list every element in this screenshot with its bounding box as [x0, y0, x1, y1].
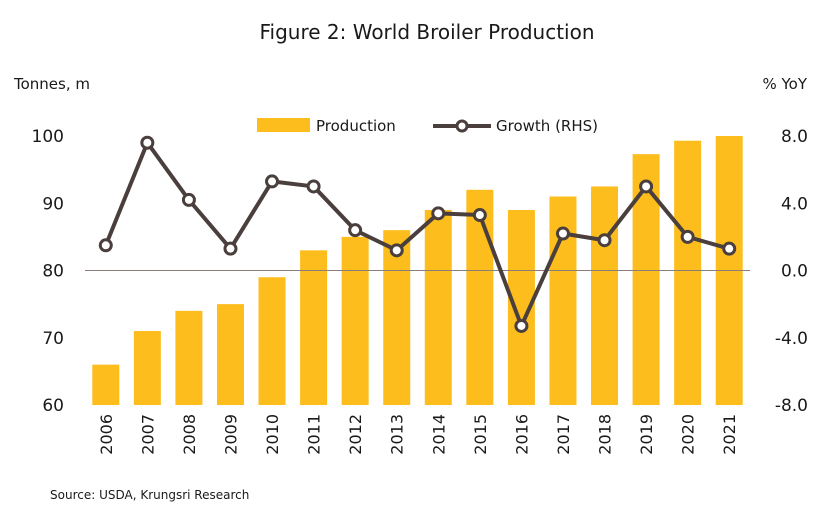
growth-point-2017 [555, 226, 570, 241]
x-tick-label: 2021 [720, 414, 739, 455]
legend-growth-label: Growth (RHS) [496, 117, 598, 135]
legend-growth-marker [455, 119, 469, 133]
growth-point-2016 [514, 318, 529, 333]
growth-point-2011 [306, 179, 321, 194]
growth-point-2010 [265, 174, 280, 189]
y-right-tick-label: 0.0 [781, 262, 808, 282]
y-right-tick-label: 4.0 [781, 194, 808, 214]
y-left-tick-label: 60 [42, 396, 64, 416]
y-left-tick-label: 70 [42, 329, 64, 349]
bar-2020 [674, 140, 702, 405]
x-tick-label: 2014 [429, 414, 448, 455]
growth-point-2006 [98, 238, 113, 253]
x-ticks: 2006 2007 2008 2009 2010 2011 2012 2013 2014 2015… [97, 414, 739, 455]
bar-2006 [92, 364, 120, 405]
legend-production-swatch [257, 118, 310, 132]
bar-2011 [300, 250, 328, 405]
growth-point-2008 [181, 192, 196, 207]
x-tick-label: 2015 [471, 414, 490, 455]
growth-point-2015 [472, 208, 487, 223]
y-right-axis-label: % YoY [762, 75, 807, 93]
y-right-tick-label: -4.0 [775, 329, 808, 349]
x-tick-label: 2008 [180, 414, 199, 455]
growth-point-2012 [348, 223, 363, 238]
bar-2014 [424, 209, 452, 405]
bar-2010 [258, 277, 286, 405]
growth-point-2019 [639, 179, 654, 194]
x-tick-label: 2010 [263, 414, 282, 455]
bar-2013 [383, 230, 411, 405]
bar-2015 [466, 189, 494, 405]
y-left-ticks: 60 70 80 90 100 [32, 127, 64, 416]
growth-point-2013 [389, 243, 404, 258]
growth-point-2018 [597, 233, 612, 248]
y-left-tick-label: 90 [42, 194, 64, 214]
x-tick-label: 2019 [637, 414, 656, 455]
growth-point-2007 [140, 135, 155, 150]
x-tick-label: 2013 [388, 414, 407, 455]
y-left-tick-label: 100 [32, 127, 64, 147]
growth-line-path [103, 140, 730, 328]
x-tick-label: 2009 [221, 414, 240, 455]
chart-title: Figure 2: World Broiler Production [259, 20, 594, 44]
x-tick-label: 2016 [512, 414, 531, 455]
x-tick-label: 2007 [138, 414, 157, 455]
source-note: Source: USDA, Krungsri Research [50, 488, 249, 502]
bar-2009 [216, 304, 244, 405]
bar-2012 [341, 236, 369, 405]
bar-2018 [591, 186, 619, 405]
growth-point-2009 [223, 241, 238, 256]
growth-line [98, 135, 737, 333]
y-left-tick-label: 80 [42, 262, 64, 282]
x-tick-label: 2020 [679, 414, 698, 455]
y-left-axis-label: Tonnes, m [13, 75, 90, 93]
production-bars [92, 136, 743, 405]
growth-point-2014 [431, 206, 446, 221]
bar-2007 [133, 331, 161, 405]
y-right-tick-label: -8.0 [775, 396, 808, 416]
y-right-tick-label: 8.0 [781, 127, 808, 147]
x-tick-label: 2012 [346, 414, 365, 455]
growth-point-2020 [680, 229, 695, 244]
bar-2008 [175, 310, 203, 405]
legend: Production Growth (RHS) [257, 117, 598, 135]
y-right-ticks: -8.0 -4.0 0.0 4.0 8.0 [775, 127, 808, 416]
x-tick-label: 2006 [97, 414, 116, 455]
growth-point-2021 [722, 241, 737, 256]
x-tick-label: 2018 [596, 414, 615, 455]
x-tick-label: 2011 [305, 414, 324, 455]
x-tick-label: 2017 [554, 414, 573, 455]
legend-production-label: Production [316, 117, 396, 135]
